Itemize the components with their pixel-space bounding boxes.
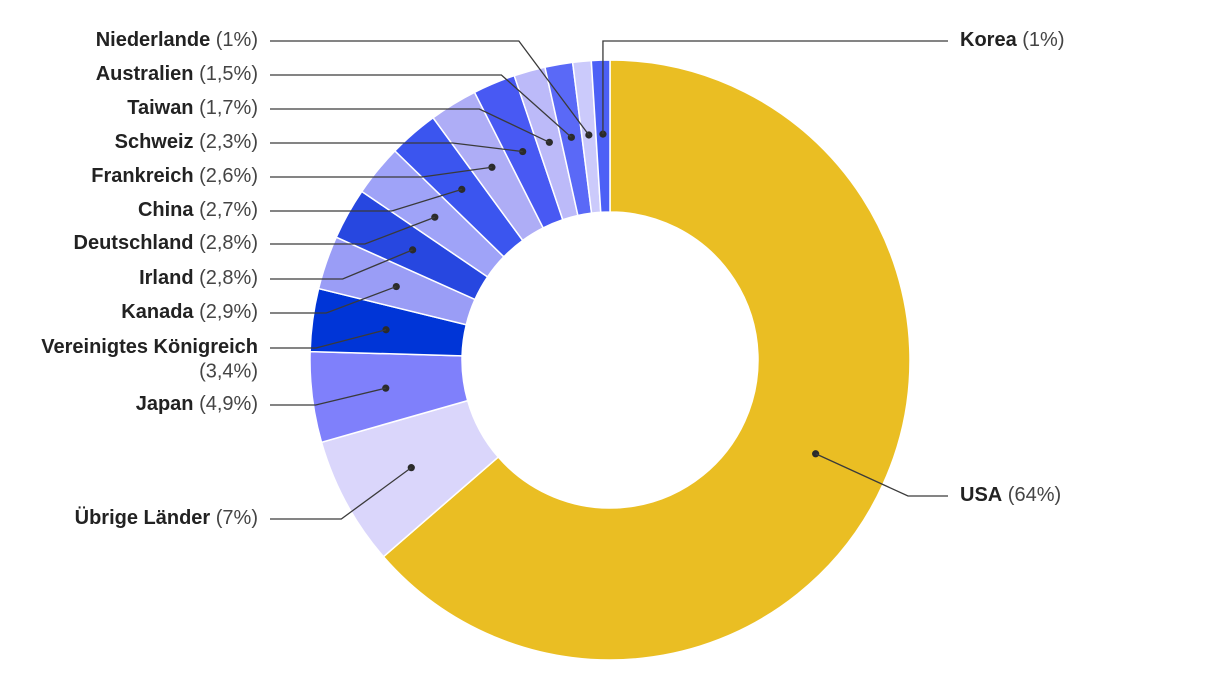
leader-dot [409, 246, 417, 254]
slice-label-name: Kanada [121, 301, 194, 323]
slice-label-value: (1,5%) [194, 63, 258, 85]
slice-label-value: (2,8%) [194, 232, 258, 254]
leader-line [270, 387, 386, 406]
slice-label: Australien (1,5%) [96, 63, 258, 85]
slice-label-name: Schweiz [115, 131, 194, 153]
leader-line [815, 453, 948, 497]
slice-label-value: (2,6%) [194, 165, 258, 187]
slice-label-value: (1%) [210, 29, 258, 51]
slice-label: Niederlande (1%) [96, 29, 258, 51]
slice-label: USA (64%) [960, 484, 1061, 506]
leader-line [270, 285, 397, 314]
slice-label-value: (1%) [1017, 29, 1065, 51]
slice-label: Japan (4,9%) [136, 393, 258, 415]
leader-line [270, 166, 493, 178]
slice-label: Übrige Länder (7%) [75, 506, 258, 529]
leaders-layer [270, 40, 948, 520]
slice-label-name: China [138, 199, 194, 221]
labels-layer: USA (64%) Übrige Länder (7%) Japan (4,9%) V… [41, 29, 1064, 529]
leader-line [270, 216, 436, 245]
slice-usa [382, 59, 911, 661]
slice-label-value: (2,7%) [194, 199, 258, 221]
leader-line [602, 40, 948, 135]
leader-line [270, 108, 550, 143]
slice-label-name: Korea [960, 29, 1018, 51]
leader-dot [431, 213, 439, 221]
slice-label: Taiwan (1,7%) [127, 97, 258, 119]
slice-label: Schweiz (2,3%) [115, 131, 258, 153]
leader-line [270, 467, 412, 520]
leader-dot [545, 138, 553, 146]
slices-layer [309, 59, 911, 661]
leader-line [270, 74, 572, 138]
slice-label: Korea (1%) [960, 29, 1065, 51]
slice-label-value: (2,3%) [194, 131, 258, 153]
slice-label: Irland (2,8%) [139, 267, 258, 289]
slice-label-name: Niederlande [96, 29, 210, 51]
slice-label-name: Vereinigtes Königreich [41, 336, 258, 358]
slice-label-value: (64%) [1002, 484, 1061, 506]
slice-label-name: Frankreich [91, 165, 193, 187]
slice-label-name: USA [960, 484, 1002, 506]
leader-line [270, 40, 590, 136]
slice-label-value: (2,8%) [194, 267, 258, 289]
leader-line [270, 188, 462, 212]
slice-label-value: (3,4%) [199, 360, 258, 382]
slice-label-name: Irland [139, 267, 193, 289]
leader-line [270, 249, 413, 280]
slice-label-value: (2,9%) [194, 301, 258, 323]
slice-label-name: Deutschland [74, 232, 194, 254]
slice-label: Kanada (2,9%) [121, 301, 258, 323]
slice-label-name: Australien [96, 63, 194, 85]
slice-label: Vereinigtes Königreich [41, 336, 258, 358]
leader-line [270, 329, 387, 349]
leader-line [270, 142, 523, 153]
leader-dot [519, 147, 527, 156]
slice-label: China (2,7%) [138, 199, 258, 221]
slice-label-name: Japan [136, 393, 194, 415]
slice-label-name: Taiwan [127, 97, 193, 119]
slice-label-value: (1,7%) [194, 97, 258, 119]
slice-label-value: (7%) [210, 507, 258, 529]
slice-label: Deutschland (2,8%) [74, 232, 259, 254]
slice-label-value: (4,9%) [194, 393, 258, 415]
slice-label: Frankreich (2,6%) [91, 165, 258, 187]
slice-label-name: Übrige Länder [75, 506, 211, 529]
